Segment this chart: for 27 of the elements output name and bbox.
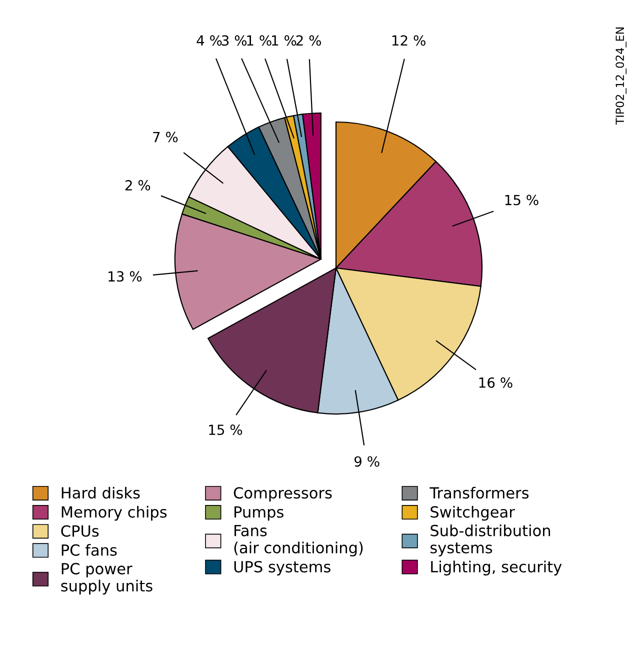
data-label: 16 % (479, 377, 512, 388)
data-label: 1 % (272, 35, 296, 46)
legend-label: Pumps (234, 506, 284, 521)
data-label: 13 % (108, 271, 142, 282)
legend-label: UPS systems (234, 560, 330, 576)
legend-label: Compressors (234, 487, 332, 502)
data-label: 2 % (125, 180, 150, 191)
data-label: 7 % (153, 132, 178, 142)
legend-label: Fans (air conditioning) (234, 524, 363, 556)
data-label: 3 % (222, 35, 247, 46)
legend-label: Transformers (430, 486, 529, 499)
legend-label: Hard disks (62, 486, 140, 499)
legend-label: PC power supply units (61, 562, 152, 595)
text: TIP02_12_024_EN (616, 28, 627, 125)
data-label: 1 % (247, 35, 272, 46)
data-label: 4 % (196, 35, 222, 46)
legend-label: Memory chips (62, 506, 167, 521)
legend-label: PC fans (62, 544, 117, 556)
legend-label: Switchgear (430, 506, 515, 521)
data-label: 2 % (296, 35, 321, 46)
legend-label: CPUs (61, 525, 99, 537)
legend-label: Lighting, security (431, 560, 562, 576)
data-label: 15 % (209, 424, 242, 436)
data-label: 12 % (392, 35, 426, 46)
legend-label: Sub-distribution systems (430, 524, 550, 556)
data-label: 15 % (505, 194, 538, 206)
data-label: 9 % (354, 456, 380, 467)
